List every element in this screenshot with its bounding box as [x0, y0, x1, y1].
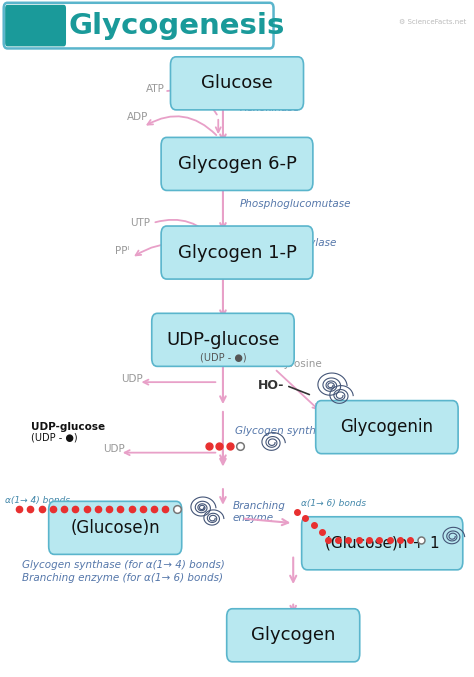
Text: (Glucose)n + 1: (Glucose)n + 1 [325, 536, 439, 551]
Text: ATP: ATP [146, 84, 164, 93]
Text: UDP-glucose: UDP-glucose [31, 422, 105, 432]
Text: ⚙ ScienceFacts.net: ⚙ ScienceFacts.net [399, 18, 466, 24]
Text: Tyrosine: Tyrosine [279, 359, 322, 369]
Text: (UDP - ●): (UDP - ●) [200, 352, 246, 362]
Text: pyrophosphorylase: pyrophosphorylase [237, 238, 337, 248]
Text: Glycogen: Glycogen [251, 626, 336, 645]
FancyBboxPatch shape [316, 401, 458, 454]
Text: UDP-glucose: UDP-glucose [166, 331, 280, 349]
FancyBboxPatch shape [301, 517, 463, 570]
FancyBboxPatch shape [227, 609, 360, 662]
FancyBboxPatch shape [5, 5, 66, 47]
Text: Branching
enzyme: Branching enzyme [232, 500, 285, 523]
Text: α(1→ 4) bonds: α(1→ 4) bonds [5, 496, 70, 506]
Text: Glycogenin: Glycogenin [340, 418, 433, 436]
Text: (UDP - ●): (UDP - ●) [31, 433, 78, 443]
Text: PPᴵ: PPᴵ [115, 246, 129, 256]
FancyBboxPatch shape [152, 313, 294, 366]
Text: ADP: ADP [127, 112, 148, 122]
Text: Glycogenesis: Glycogenesis [68, 12, 285, 40]
Text: Glycogen synthase (for α(1→ 4) bonds): Glycogen synthase (for α(1→ 4) bonds) [21, 561, 224, 571]
Text: UDP: UDP [103, 443, 125, 454]
Text: HO-: HO- [257, 379, 284, 392]
Text: Hexokinase: Hexokinase [239, 103, 300, 113]
Text: Glucose: Glucose [201, 74, 273, 92]
Text: Glycogen synthase: Glycogen synthase [235, 426, 334, 436]
Text: UDP-glucose: UDP-glucose [237, 226, 302, 236]
Text: (Glucose)n: (Glucose)n [71, 519, 160, 537]
FancyBboxPatch shape [4, 3, 273, 49]
Text: UTP: UTP [130, 218, 150, 228]
Text: α(1→ 6) bonds: α(1→ 6) bonds [301, 498, 366, 508]
FancyBboxPatch shape [161, 137, 313, 190]
Text: Branching enzyme (for α(1→ 6) bonds): Branching enzyme (for α(1→ 6) bonds) [21, 573, 222, 583]
FancyBboxPatch shape [171, 57, 303, 110]
FancyBboxPatch shape [161, 226, 313, 279]
Text: Glycogen 6-P: Glycogen 6-P [178, 155, 296, 173]
FancyBboxPatch shape [49, 502, 182, 554]
Text: Glycogen 1-P: Glycogen 1-P [178, 244, 296, 261]
Text: Phosphoglucomutase: Phosphoglucomutase [239, 199, 351, 209]
Text: UDP: UDP [121, 374, 143, 384]
